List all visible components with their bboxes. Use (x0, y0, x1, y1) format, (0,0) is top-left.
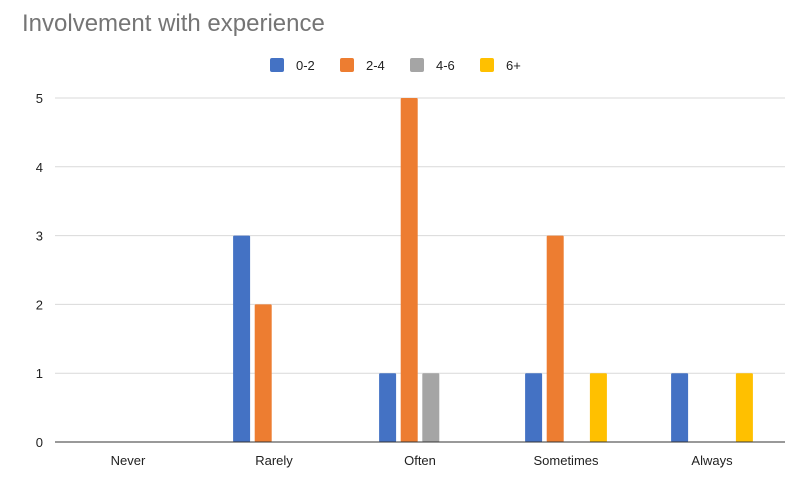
x-tick-label: Always (691, 453, 733, 468)
x-tick-label: Often (404, 453, 436, 468)
y-tick-label: 4 (36, 160, 43, 175)
legend: 0-2 2-4 4-6 6+ (270, 58, 521, 73)
legend-swatch (270, 58, 284, 72)
bar (400, 98, 418, 442)
chart-title: Involvement with experience (22, 10, 325, 37)
x-tick-label: Rarely (255, 453, 293, 468)
legend-swatch (480, 58, 494, 72)
bar (589, 373, 607, 442)
legend-swatch (410, 58, 424, 72)
gridlines (55, 97, 785, 374)
legend-label: 0-2 (296, 58, 315, 73)
legend-swatch (340, 58, 354, 72)
y-axis-ticks: 0 1 2 3 4 5 (36, 91, 43, 450)
bar (254, 304, 272, 442)
y-tick-label: 1 (36, 366, 43, 381)
x-axis-ticks: Never Rarely Often Sometimes Always (111, 453, 733, 468)
x-tick-label: Sometimes (533, 453, 599, 468)
bar (546, 235, 564, 442)
y-tick-label: 3 (36, 229, 43, 244)
bar (525, 373, 543, 442)
bar (233, 235, 251, 442)
bar (422, 373, 440, 442)
y-tick-label: 2 (36, 297, 43, 312)
legend-label: 2-4 (366, 58, 385, 73)
x-tick-label: Never (111, 453, 146, 468)
y-tick-label: 0 (36, 435, 43, 450)
legend-label: 4-6 (436, 58, 455, 73)
bar (379, 373, 397, 442)
legend-label: 6+ (506, 58, 521, 73)
y-tick-label: 5 (36, 91, 43, 106)
bar (671, 373, 689, 442)
bars (233, 98, 753, 442)
bar (735, 373, 753, 442)
